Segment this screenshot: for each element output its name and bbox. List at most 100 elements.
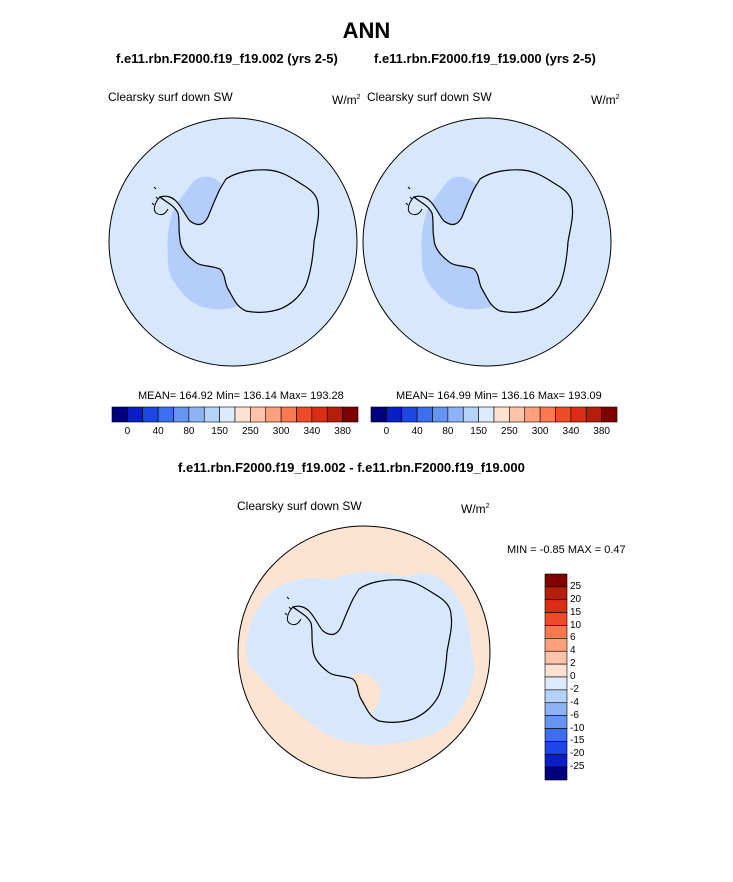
diff-colorbar bbox=[544, 573, 568, 781]
right-colorbar-labels: 0 40 80 150 250 300 340 380 bbox=[371, 426, 617, 440]
left-colorbar-tick-label: 380 bbox=[334, 426, 351, 437]
left-colorbar-tick-label: 80 bbox=[183, 426, 195, 437]
diff-colorbar-swatch bbox=[544, 689, 568, 704]
right-colorbar-swatch bbox=[524, 406, 541, 423]
diff-colorbar-swatch bbox=[544, 625, 568, 639]
right-stats: MEAN= 164.99 Min= 136.16 Max= 193.09 bbox=[396, 390, 602, 402]
diff-map-islands bbox=[284, 596, 292, 616]
right-colorbar-tick-label: 300 bbox=[531, 426, 549, 437]
right-colorbar-tick-label: 0 bbox=[383, 426, 390, 437]
left-colorbar-swatch bbox=[111, 406, 128, 423]
diff-minmax: MIN = -0.85 MAX = 0.47 bbox=[507, 544, 626, 556]
left-colorbar-tick-label: 40 bbox=[152, 426, 164, 437]
left-colorbar-labels: 0 40 80 150 250 300 340 380 bbox=[112, 426, 358, 440]
right-colorbar-tick-label: 150 bbox=[470, 426, 487, 437]
right-colorbar-swatch bbox=[570, 406, 587, 423]
right-colorbar-swatch bbox=[601, 406, 618, 423]
diff-colorbar-swatch bbox=[544, 766, 568, 781]
diff-colorbar-labels: 25 20 15 10 6 4 2 0 -2 -4 -6 -10 -15 -20 -25 bbox=[570, 574, 610, 780]
diff-map-peninsula bbox=[286, 606, 302, 626]
diff-colorbar-swatch bbox=[544, 676, 568, 691]
left-colorbar bbox=[111, 406, 359, 423]
diff-colorbar-swatch bbox=[544, 663, 568, 678]
right-colorbar-swatch bbox=[416, 406, 433, 423]
left-colorbar-tick-label: 150 bbox=[211, 426, 228, 437]
diff-colorbar-swatch bbox=[544, 638, 568, 652]
diff-colorbar-tick-label: -20 bbox=[570, 748, 585, 760]
diff-colorbar-tick-label: -2 bbox=[570, 683, 579, 695]
right-colorbar-swatch bbox=[401, 406, 418, 423]
diff-colorbar-swatch bbox=[544, 573, 568, 588]
left-colorbar-swatch bbox=[311, 406, 328, 423]
diff-colorbar-swatch bbox=[544, 612, 568, 626]
left-colorbar-swatch bbox=[296, 406, 313, 423]
diff-colorbar-tick-label: 25 bbox=[570, 580, 582, 592]
diff-case-title: f.e11.rbn.F2000.f19_f19.002 - f.e11.rbn.… bbox=[178, 460, 525, 475]
left-polar-map bbox=[108, 117, 358, 367]
diff-colorbar-swatch bbox=[544, 599, 568, 613]
main-title: ANN bbox=[342, 18, 391, 43]
right-colorbar-swatch bbox=[432, 406, 449, 423]
left-colorbar-swatch bbox=[326, 406, 343, 423]
diff-colorbar-tick-label: -15 bbox=[570, 735, 585, 747]
diff-colorbar-tick-label: -4 bbox=[570, 696, 579, 708]
left-colorbar-swatch bbox=[265, 406, 282, 423]
diff-map-positive-patch bbox=[352, 673, 381, 713]
right-colorbar-tick-label: 340 bbox=[562, 426, 580, 437]
diff-colorbar-tick-label: -10 bbox=[570, 722, 585, 734]
left-colorbar-tick-label: 250 bbox=[242, 426, 259, 437]
left-colorbar-swatch bbox=[142, 406, 159, 423]
diff-colorbar-swatch bbox=[544, 702, 568, 716]
right-colorbar-swatch bbox=[509, 406, 526, 423]
left-colorbar-swatch bbox=[250, 406, 267, 423]
left-colorbar-swatch bbox=[188, 406, 205, 423]
right-colorbar-tick-label: 380 bbox=[593, 426, 610, 437]
right-variable-label: Clearsky surf down SW bbox=[367, 90, 492, 104]
left-colorbar-swatch bbox=[127, 406, 144, 423]
diff-colorbar-tick-label: 6 bbox=[570, 632, 576, 644]
diff-polar-map bbox=[237, 525, 491, 779]
right-case-title: f.e11.rbn.F2000.f19_f19.000 (yrs 2-5) bbox=[374, 51, 596, 66]
right-colorbar-tick-label: 40 bbox=[411, 426, 423, 437]
right-colorbar-swatch bbox=[370, 406, 387, 423]
left-units-label: W/m2 bbox=[332, 93, 361, 107]
diff-colorbar-tick-label: 2 bbox=[570, 658, 576, 670]
diff-colorbar-swatch bbox=[544, 586, 568, 601]
left-variable-label: Clearsky surf down SW bbox=[108, 90, 233, 104]
diff-colorbar-tick-label: 4 bbox=[570, 645, 576, 657]
left-colorbar-tick-label: 340 bbox=[303, 426, 321, 437]
right-colorbar-swatch bbox=[386, 406, 403, 423]
diff-variable-label: Clearsky surf down SW bbox=[237, 499, 362, 513]
left-stats: MEAN= 164.92 Min= 136.14 Max= 193.28 bbox=[138, 390, 344, 402]
right-colorbar-swatch bbox=[447, 406, 464, 423]
diff-colorbar-tick-label: -25 bbox=[570, 761, 585, 773]
left-colorbar-tick-label: 300 bbox=[272, 426, 290, 437]
left-colorbar-swatch bbox=[173, 406, 190, 423]
left-colorbar-tick-label: 0 bbox=[124, 426, 131, 437]
diff-colorbar-tick-label: 0 bbox=[570, 671, 576, 682]
right-map-islands bbox=[405, 186, 413, 206]
diff-colorbar-swatch bbox=[544, 650, 568, 665]
right-colorbar-tick-label: 250 bbox=[501, 426, 518, 437]
diff-colorbar-swatch bbox=[544, 728, 568, 742]
left-colorbar-swatch bbox=[219, 406, 236, 423]
diff-map-coastline bbox=[291, 579, 453, 723]
left-colorbar-swatch bbox=[342, 406, 359, 423]
left-colorbar-swatch bbox=[234, 406, 251, 423]
left-colorbar-swatch bbox=[280, 406, 297, 423]
right-map-coastline bbox=[412, 169, 574, 313]
right-colorbar-swatch bbox=[478, 406, 495, 423]
diff-colorbar-tick-label: 15 bbox=[570, 606, 582, 618]
right-colorbar-tick-label: 80 bbox=[442, 426, 454, 437]
right-units-label: W/m2 bbox=[591, 93, 620, 107]
diff-colorbar-tick-label: -6 bbox=[570, 709, 579, 721]
left-map-islands bbox=[151, 186, 159, 206]
right-polar-map bbox=[362, 117, 612, 367]
right-colorbar-swatch bbox=[539, 406, 556, 423]
diff-colorbar-swatch bbox=[544, 753, 568, 768]
diff-units-label: W/m2 bbox=[461, 502, 490, 516]
right-colorbar-swatch bbox=[585, 406, 602, 423]
diff-colorbar-tick-label: 10 bbox=[570, 619, 582, 631]
diff-colorbar-tick-label: 20 bbox=[570, 593, 582, 605]
right-colorbar-swatch bbox=[462, 406, 479, 423]
